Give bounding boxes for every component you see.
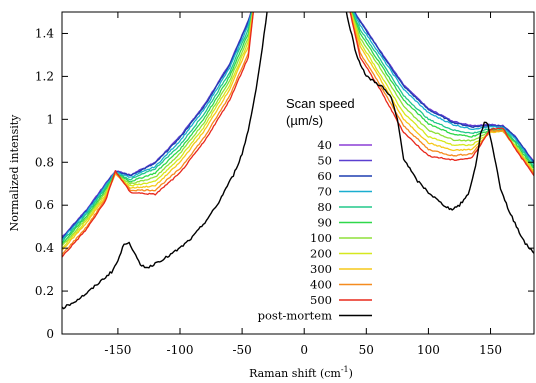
series-line-70-left xyxy=(62,12,253,241)
legend-label: 60 xyxy=(317,169,332,183)
series-line-50-left xyxy=(62,12,252,238)
series-line-80-right xyxy=(351,12,534,168)
x-tick-label: 100 xyxy=(417,343,440,357)
y-tick-label: 1 xyxy=(46,112,54,126)
y-tick-label: 1.4 xyxy=(35,26,54,40)
y-tick-label: 0 xyxy=(46,327,54,341)
series-line-500-left xyxy=(62,12,254,258)
series-line-90-left xyxy=(62,12,254,245)
legend-title-line1: Scan speed xyxy=(286,96,355,111)
legend-label: 40 xyxy=(317,138,332,152)
legend-label: 80 xyxy=(317,200,332,214)
series-line-post-mortem-left xyxy=(62,12,268,310)
y-tick-label: 0.4 xyxy=(35,241,54,255)
legend-title-line2: (µm/s) xyxy=(286,113,323,128)
legend-label: 300 xyxy=(310,262,332,276)
series-line-500-right xyxy=(349,12,534,177)
axis-tick-labels: -150 -100 -50 0 50 100 150 0 0.2 0.4 0.6 0.8 1 1.2 1.4 xyxy=(35,26,502,357)
series-line-90-right xyxy=(351,12,534,169)
y-axis-title: Normalized intensity xyxy=(8,114,21,232)
legend-background xyxy=(262,92,374,328)
x-tick-label: -100 xyxy=(167,343,194,357)
x-axis-title-main: Raman shift (cm xyxy=(249,367,341,380)
x-axis-title-close: ) xyxy=(349,367,353,380)
series-line-60-right xyxy=(353,12,534,164)
series-line-200-left xyxy=(62,12,254,249)
series-line-80-left xyxy=(62,12,253,243)
legend: Scan speed (µm/s) 4050607080901002003004… xyxy=(258,92,374,328)
plot-frame xyxy=(61,11,535,335)
x-axis-title: Raman shift (cm-1) xyxy=(249,365,353,380)
series-line-400-right xyxy=(349,12,534,175)
series-line-post-mortem-right xyxy=(345,12,534,254)
y-tick-label: 1.2 xyxy=(35,69,54,83)
legend-label: 200 xyxy=(310,247,332,261)
x-tick-label: 150 xyxy=(479,343,502,357)
legend-label: 100 xyxy=(310,231,332,245)
series-line-400-left xyxy=(62,12,254,256)
series-lines xyxy=(62,12,534,310)
series-line-100-left xyxy=(62,12,254,246)
x-tick-label: -150 xyxy=(104,343,131,357)
series-line-70-right xyxy=(352,12,534,165)
x-tick-label: 0 xyxy=(300,343,308,357)
y-tick-label: 0.2 xyxy=(35,284,54,298)
legend-label: 500 xyxy=(310,293,332,307)
x-tick-label: 50 xyxy=(359,343,374,357)
legend-label: 90 xyxy=(317,216,332,230)
axis-ticks xyxy=(62,12,534,335)
series-line-300-left xyxy=(62,12,254,251)
legend-label: 50 xyxy=(317,154,332,168)
legend-label: post-mortem xyxy=(258,309,332,323)
legend-label: 400 xyxy=(310,278,332,292)
y-tick-label: 0.8 xyxy=(35,155,54,169)
x-tick-label: -50 xyxy=(232,343,251,357)
y-tick-label: 0.6 xyxy=(35,198,54,212)
series-line-300-right xyxy=(350,12,534,174)
legend-label: 70 xyxy=(317,185,332,199)
series-line-100-right xyxy=(350,12,534,171)
series-line-40-left xyxy=(62,12,252,238)
x-axis-title-unit-sup: -1 xyxy=(341,365,349,374)
